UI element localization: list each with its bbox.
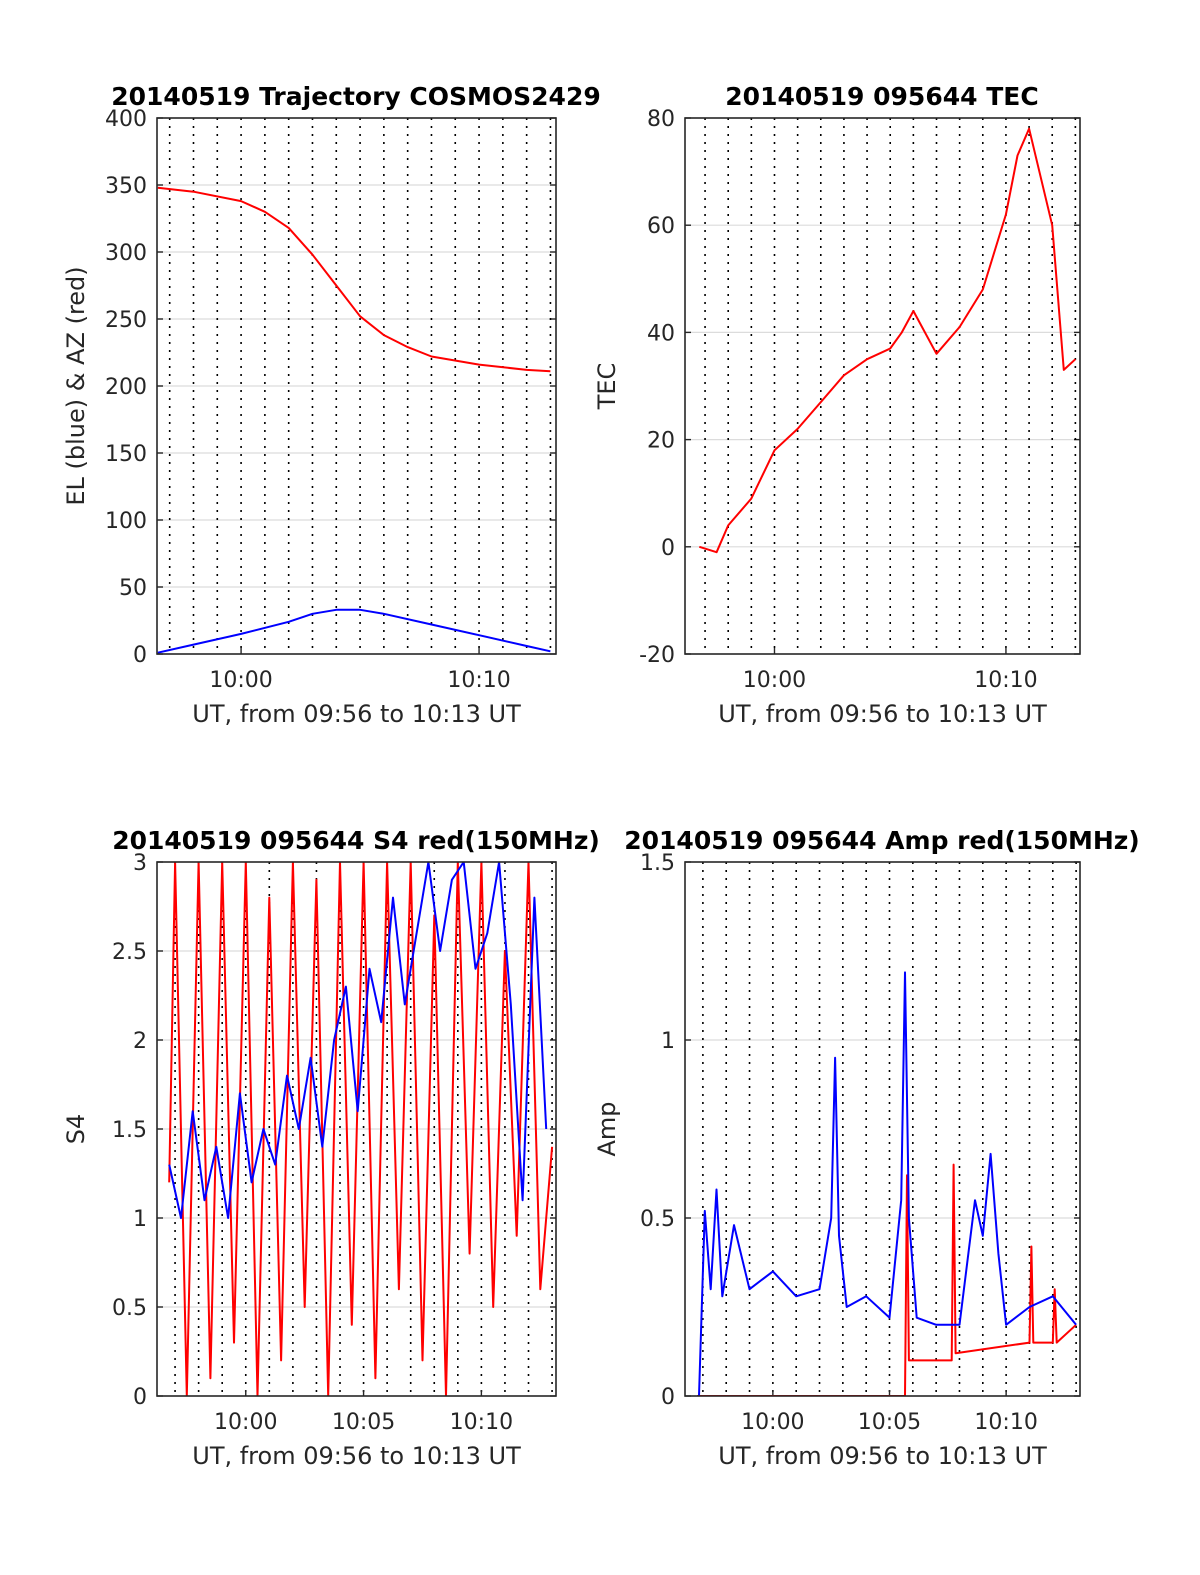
y-tick-label: 2.5 — [112, 940, 147, 965]
y-tick-label: 0 — [133, 643, 147, 668]
chart-title: 20140519 095644 TEC — [725, 82, 1038, 111]
y-tick-label: 1.5 — [112, 1118, 147, 1143]
chart-panel-1: 0 50 100 150 200 250 300 350 400 10:00 10:10 201405… — [62, 82, 601, 728]
x-tick-label: 10:10 — [974, 1410, 1037, 1435]
plot-frame — [156, 117, 557, 655]
series-line-2 — [168, 862, 548, 1219]
x-axis-label: UT, from 09:56 to 10:13 UT — [718, 1442, 1047, 1470]
y-tick-label: 1 — [661, 1029, 675, 1054]
x-tick-label: 10:00 — [209, 668, 272, 693]
series-line-1 — [157, 186, 551, 373]
series-line-2 — [698, 971, 1077, 1396]
y-tick-label: 100 — [105, 509, 147, 534]
y-tick-label: 2 — [133, 1029, 147, 1054]
series-line-1 — [168, 862, 554, 1396]
x-tick-label: 10:10 — [974, 668, 1037, 693]
y-tick-label: 150 — [105, 442, 147, 467]
x-tick-label: 10:10 — [450, 1410, 513, 1435]
y-axis-label: EL (blue) & AZ (red) — [62, 266, 90, 505]
x-axis-label: UT, from 09:56 to 10:13 UT — [718, 700, 1047, 728]
y-tick-label: 60 — [647, 214, 675, 239]
chart-title: 20140519 095644 S4 red(150MHz) — [112, 826, 600, 855]
y-tick-label: 1 — [133, 1207, 147, 1232]
y-tick-label: 1.5 — [640, 851, 675, 876]
x-axis-label: UT, from 09:56 to 10:13 UT — [192, 1442, 521, 1470]
y-tick-label: 350 — [105, 174, 147, 199]
y-tick-label: 0 — [133, 1385, 147, 1410]
plot-frame — [684, 117, 1081, 655]
y-tick-label: -20 — [639, 643, 675, 668]
x-axis-label: UT, from 09:56 to 10:13 UT — [192, 700, 521, 728]
y-axis-label: Amp — [593, 1101, 621, 1156]
y-tick-label: 250 — [105, 308, 147, 333]
y-tick-label: 0.5 — [640, 1207, 675, 1232]
chart-panel-2: -20 0 20 40 60 80 10:00 10:10 20140519 095644 TE… — [593, 82, 1081, 728]
chart-title: 20140519 Trajectory COSMOS2429 — [111, 82, 601, 111]
x-tick-label: 10:10 — [447, 668, 510, 693]
chart-panel-4: 0 0.5 1 1.5 10:00 10:05 10:10 20140519 095644 A… — [593, 826, 1140, 1470]
series-line-1 — [699, 127, 1077, 554]
x-tick-label: 10:05 — [858, 1410, 921, 1435]
y-tick-label: 200 — [105, 375, 147, 400]
y-tick-label: 80 — [647, 107, 675, 132]
y-tick-label: 300 — [105, 241, 147, 266]
y-tick-label: 3 — [133, 851, 147, 876]
chart-panel-3: 0 0.5 1 1.5 2 2.5 3 10:00 10:05 10:10 20140519 095… — [62, 826, 600, 1470]
y-tick-label: 400 — [105, 107, 147, 132]
series-line-2 — [157, 608, 551, 654]
y-tick-label: 0 — [661, 536, 675, 561]
y-tick-label: 0.5 — [112, 1296, 147, 1321]
y-axis-label: S4 — [62, 1114, 90, 1145]
y-tick-label: 0 — [661, 1385, 675, 1410]
plot-frame — [684, 861, 1081, 1397]
x-tick-label: 10:00 — [214, 1410, 277, 1435]
plot-frame — [156, 861, 557, 1397]
y-axis-label: TEC — [593, 363, 621, 411]
x-tick-label: 10:00 — [743, 668, 806, 693]
y-tick-label: 40 — [647, 321, 675, 346]
y-tick-label: 20 — [647, 429, 675, 454]
chart-title: 20140519 095644 Amp red(150MHz) — [624, 826, 1140, 855]
x-tick-label: 10:05 — [332, 1410, 395, 1435]
y-tick-label: 50 — [119, 576, 147, 601]
series-line-1 — [697, 1163, 1077, 1396]
x-tick-label: 10:00 — [741, 1410, 804, 1435]
